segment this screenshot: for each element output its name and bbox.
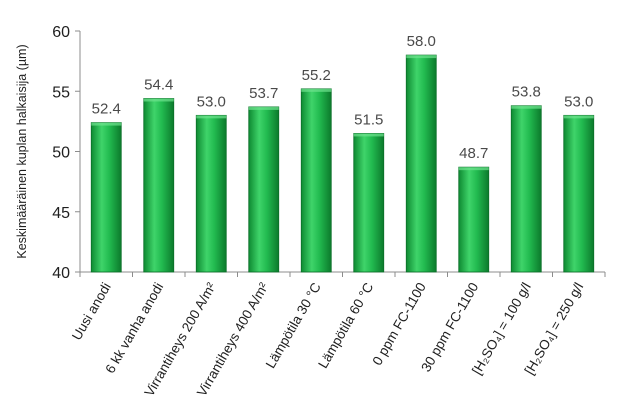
category-label: 0 ppm FC-1100 bbox=[369, 280, 428, 368]
bar-cap-5 bbox=[301, 88, 332, 92]
bar-5 bbox=[300, 88, 332, 273]
y-tick-label: 40 bbox=[52, 265, 70, 282]
bar-cap-3 bbox=[196, 115, 227, 119]
data-label: 55.2 bbox=[302, 67, 331, 84]
bar-cap-7 bbox=[406, 55, 437, 59]
bar-cap-8 bbox=[458, 167, 489, 171]
bar-cap-4 bbox=[248, 106, 279, 110]
data-label: 54.4 bbox=[144, 76, 173, 93]
category-label: Uusi anodi bbox=[69, 280, 114, 343]
category-label: Lämpötila 30 °C bbox=[263, 280, 324, 371]
bar-7 bbox=[405, 54, 437, 273]
data-label: 53.0 bbox=[197, 93, 226, 110]
data-label: 53.0 bbox=[564, 93, 593, 110]
category-label: [H₂SO₄] = 250 g/l bbox=[522, 280, 587, 377]
data-label: 53.8 bbox=[512, 84, 541, 101]
y-tick-label: 55 bbox=[52, 84, 70, 101]
y-tick-label: 50 bbox=[52, 145, 70, 162]
bar-10 bbox=[563, 114, 595, 273]
data-label: 53.7 bbox=[249, 85, 278, 102]
bar-cap-6 bbox=[353, 133, 384, 137]
bar-8 bbox=[458, 166, 490, 273]
category-label: 30 ppm FC-1100 bbox=[418, 280, 481, 374]
bar-cap-2 bbox=[143, 98, 174, 102]
bar-cap-10 bbox=[563, 115, 594, 119]
data-label: 51.5 bbox=[354, 111, 383, 128]
bar-9 bbox=[510, 105, 542, 273]
bar-3 bbox=[195, 114, 227, 273]
bar-6 bbox=[353, 133, 385, 273]
bar-2 bbox=[143, 98, 175, 273]
y-axis-title: Keskimääräinen kuplan halkaisija (µm) bbox=[15, 44, 29, 258]
data-label: 48.7 bbox=[459, 145, 488, 162]
category-label: Lämpötila 60 °C bbox=[315, 280, 376, 371]
bar-1 bbox=[90, 122, 122, 273]
category-label: [H₂SO₄] = 100 g/l bbox=[469, 280, 534, 377]
bar-cap-1 bbox=[91, 122, 122, 126]
category-label: 6 kk vanha anodi bbox=[102, 280, 166, 376]
y-tick-label: 60 bbox=[52, 24, 70, 41]
bar-cap-9 bbox=[511, 105, 542, 109]
data-label: 58.0 bbox=[407, 33, 436, 50]
y-tick-label: 45 bbox=[52, 205, 70, 222]
data-label: 52.4 bbox=[92, 101, 121, 118]
bar-4 bbox=[248, 106, 280, 273]
